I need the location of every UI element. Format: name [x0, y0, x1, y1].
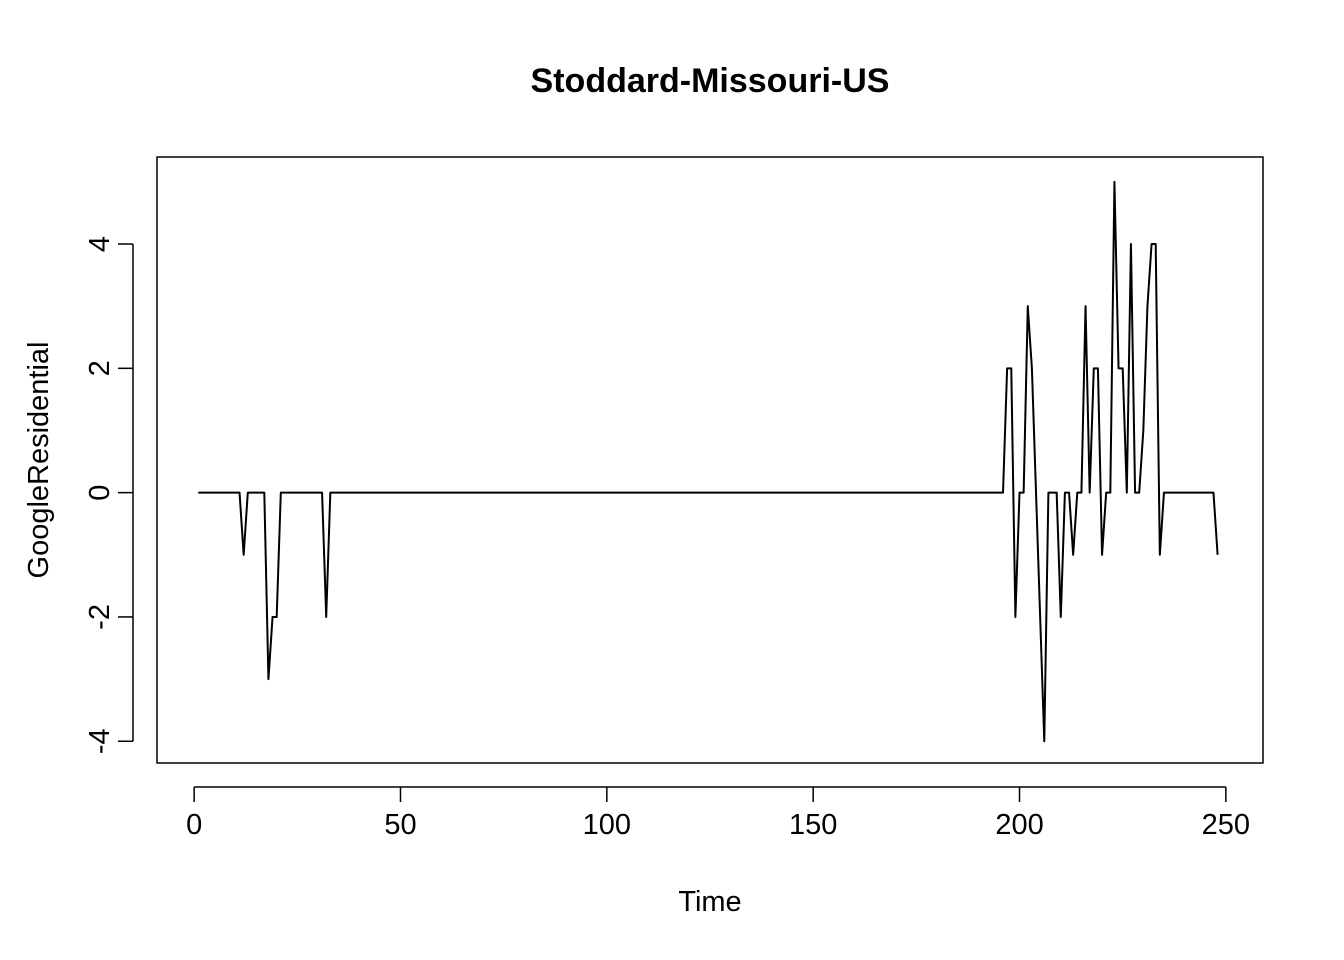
x-tick-label: 50	[384, 809, 416, 841]
series-line	[198, 180, 1219, 743]
x-tick-label: 250	[1202, 809, 1250, 841]
x-tick-label: 0	[186, 809, 202, 841]
x-axis: 0 50 100 150 200 250	[186, 786, 1250, 841]
y-tick-label: 2	[84, 360, 116, 376]
y-tick-label: 4	[84, 236, 116, 252]
x-tick-label: 150	[789, 809, 837, 841]
y-tick-label: -2	[84, 604, 116, 630]
x-axis-label: Time	[678, 886, 741, 918]
plot-frame	[156, 156, 1264, 764]
x-tick-label: 200	[995, 809, 1043, 841]
y-axis: -4 -2 0 2 4	[84, 236, 134, 754]
x-tick-label: 100	[583, 809, 631, 841]
y-axis-label: GoogleResidential	[23, 342, 55, 579]
chart-title: Stoddard-Missouri-US	[531, 62, 890, 100]
y-tick-label: -4	[84, 728, 116, 754]
y-tick-label: 0	[84, 485, 116, 501]
